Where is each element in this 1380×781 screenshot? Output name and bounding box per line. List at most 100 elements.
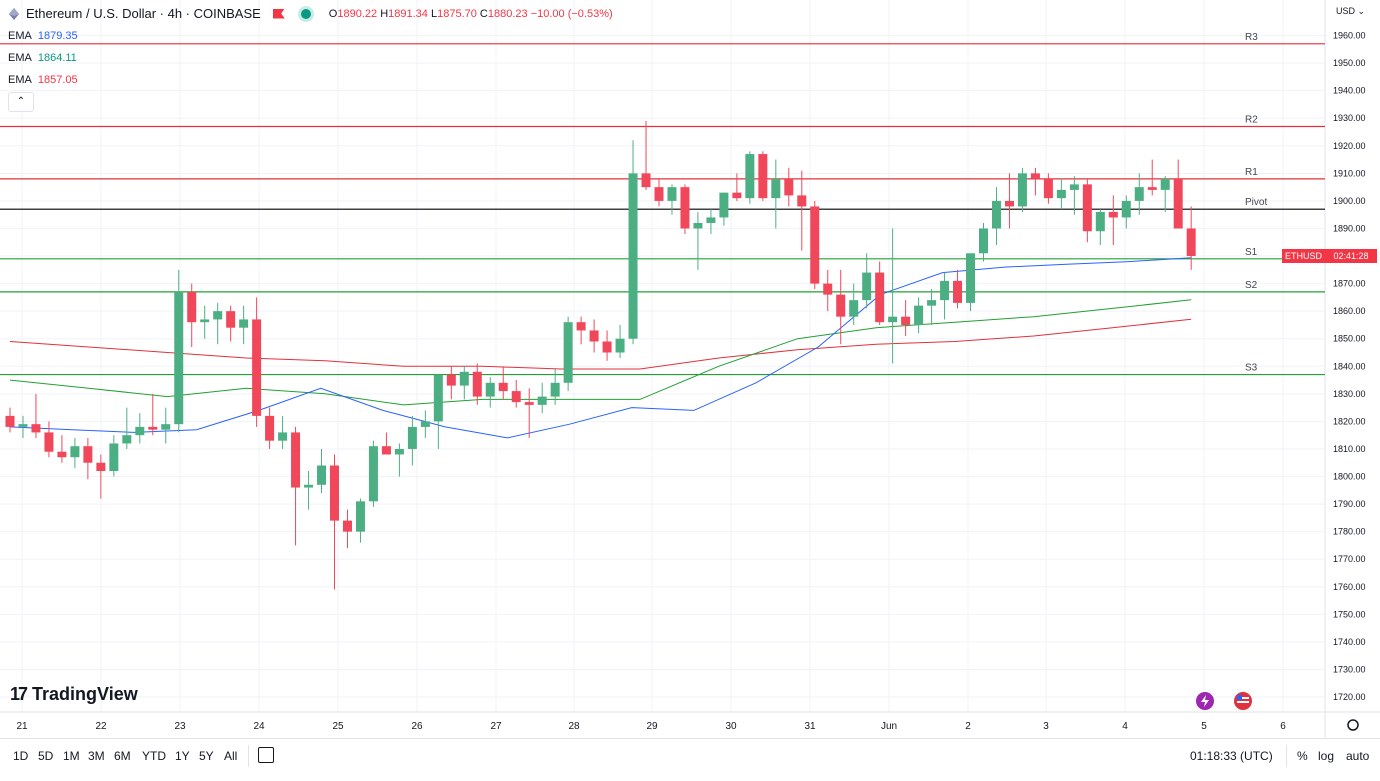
range-5d-button[interactable]: 5D	[38, 749, 54, 763]
time-tick-label: 28	[568, 721, 580, 732]
candle-body	[706, 217, 716, 223]
currency-selector[interactable]: USD ⌄	[1336, 6, 1366, 16]
candle-body	[459, 371, 469, 386]
candle-body	[355, 501, 365, 532]
symbol-header: Ethereum / U.S. Dollar · 4h · COINBASE O…	[8, 6, 613, 21]
candle-body	[953, 280, 963, 303]
candle-body	[394, 448, 404, 455]
ema-label: EMA	[8, 74, 32, 86]
ethereum-icon	[8, 7, 20, 20]
candle-body	[485, 382, 495, 397]
settings-icon[interactable]	[1347, 719, 1359, 731]
utc-clock[interactable]: 01:18:33 (UTC)	[1190, 749, 1273, 763]
ema-legend-1[interactable]: EMA 1879.35	[8, 30, 78, 42]
ema-label: EMA	[8, 52, 32, 64]
candle-body	[810, 206, 820, 284]
candle-body	[862, 272, 872, 301]
ema-label: EMA	[8, 30, 32, 42]
candle-body	[187, 291, 197, 323]
percent-toggle[interactable]: %	[1297, 749, 1308, 763]
pivot-level-label: R3	[1245, 32, 1258, 43]
ohlc-values: O1890.22 H1891.34 L1875.70 C1880.23 −10.…	[329, 8, 613, 20]
toolbar-divider	[1286, 745, 1287, 767]
range-6m-button[interactable]: 6M	[114, 749, 131, 763]
flag-icon[interactable]	[272, 8, 285, 19]
us-flag-icon[interactable]	[1234, 692, 1252, 710]
candle-body	[836, 294, 846, 317]
price-tick-label: 1770.00	[1333, 554, 1366, 564]
time-tick-label: 27	[490, 721, 502, 732]
candle-body	[122, 435, 132, 444]
candle-body	[784, 178, 794, 196]
candle-body	[239, 319, 249, 328]
close-label: C	[479, 7, 488, 20]
candle-body	[1134, 187, 1144, 201]
ema-legend-2[interactable]: EMA 1864.11	[8, 52, 77, 64]
time-tick-label: 2	[965, 721, 971, 732]
calendar-icon[interactable]	[258, 747, 274, 763]
range-5y-button[interactable]: 5Y	[199, 749, 214, 763]
candle-body	[654, 187, 664, 201]
candle-body	[797, 195, 807, 207]
range-3m-button[interactable]: 3M	[88, 749, 105, 763]
price-tick-label: 1850.00	[1333, 334, 1366, 344]
market-status-icon[interactable]	[300, 8, 311, 19]
auto-toggle[interactable]: auto	[1346, 749, 1370, 763]
candle-body	[927, 300, 937, 306]
candle-body	[667, 187, 677, 201]
candle-body	[940, 280, 950, 301]
candle-body	[57, 451, 67, 458]
candle-body	[278, 432, 288, 441]
symbol-title[interactable]: Ethereum / U.S. Dollar · 4h · COINBASE	[26, 6, 261, 21]
ema-legend-3[interactable]: EMA 1857.05	[8, 74, 78, 86]
candle-body	[758, 154, 768, 199]
candle-body	[1173, 178, 1183, 229]
candle-body	[771, 178, 781, 199]
candle-body	[1030, 173, 1040, 179]
ema-value: 1864.11	[37, 52, 77, 64]
price-tick-label: 1780.00	[1333, 527, 1366, 537]
low-value: 1875.70	[437, 7, 477, 20]
candle-body	[472, 371, 482, 397]
pivot-level-label: R1	[1245, 167, 1258, 178]
candle-body	[109, 443, 119, 472]
tradingview-logo[interactable]: 17 TradingView	[10, 684, 138, 705]
price-tick-label: 1950.00	[1333, 58, 1366, 68]
log-toggle[interactable]: log	[1318, 749, 1335, 763]
candle-body	[628, 173, 638, 339]
time-tick-label: 25	[332, 721, 344, 732]
candle-body	[420, 421, 430, 427]
open-label: O	[328, 7, 338, 20]
range-ytd-button[interactable]: YTD	[142, 749, 166, 763]
candle-body	[330, 465, 339, 521]
price-tick-label: 1830.00	[1333, 389, 1366, 399]
candle-body	[1043, 178, 1053, 199]
collapse-legend-button[interactable]: ⌃	[8, 92, 34, 112]
candle-body	[719, 192, 729, 218]
candle-body	[407, 426, 417, 449]
candle-body	[537, 396, 547, 405]
price-tick-label: 1750.00	[1333, 609, 1366, 619]
time-tick-label: 26	[411, 721, 423, 732]
time-tick-label: 31	[804, 721, 816, 732]
range-1y-button[interactable]: 1Y	[175, 749, 190, 763]
candle-body	[511, 391, 521, 403]
range-1d-button[interactable]: 1D	[13, 749, 29, 763]
price-tick-label: 1800.00	[1333, 472, 1366, 482]
candle-body	[849, 300, 859, 317]
time-tick-label: 29	[646, 721, 658, 732]
candle-body	[1186, 228, 1196, 257]
candle-body	[1108, 211, 1118, 218]
candle-body	[888, 316, 898, 323]
range-1m-button[interactable]: 1M	[63, 749, 80, 763]
bar-countdown: 02:41:28	[1325, 249, 1377, 263]
range-all-button[interactable]: All	[224, 749, 238, 763]
time-tick-label: 3	[1043, 721, 1049, 732]
pivot-level-label: S1	[1245, 247, 1258, 258]
time-tick-label: 5	[1201, 721, 1207, 732]
lightning-icon[interactable]	[1196, 692, 1214, 710]
price-tick-label: 1930.00	[1333, 113, 1366, 123]
pivot-level-label: R2	[1245, 115, 1258, 126]
